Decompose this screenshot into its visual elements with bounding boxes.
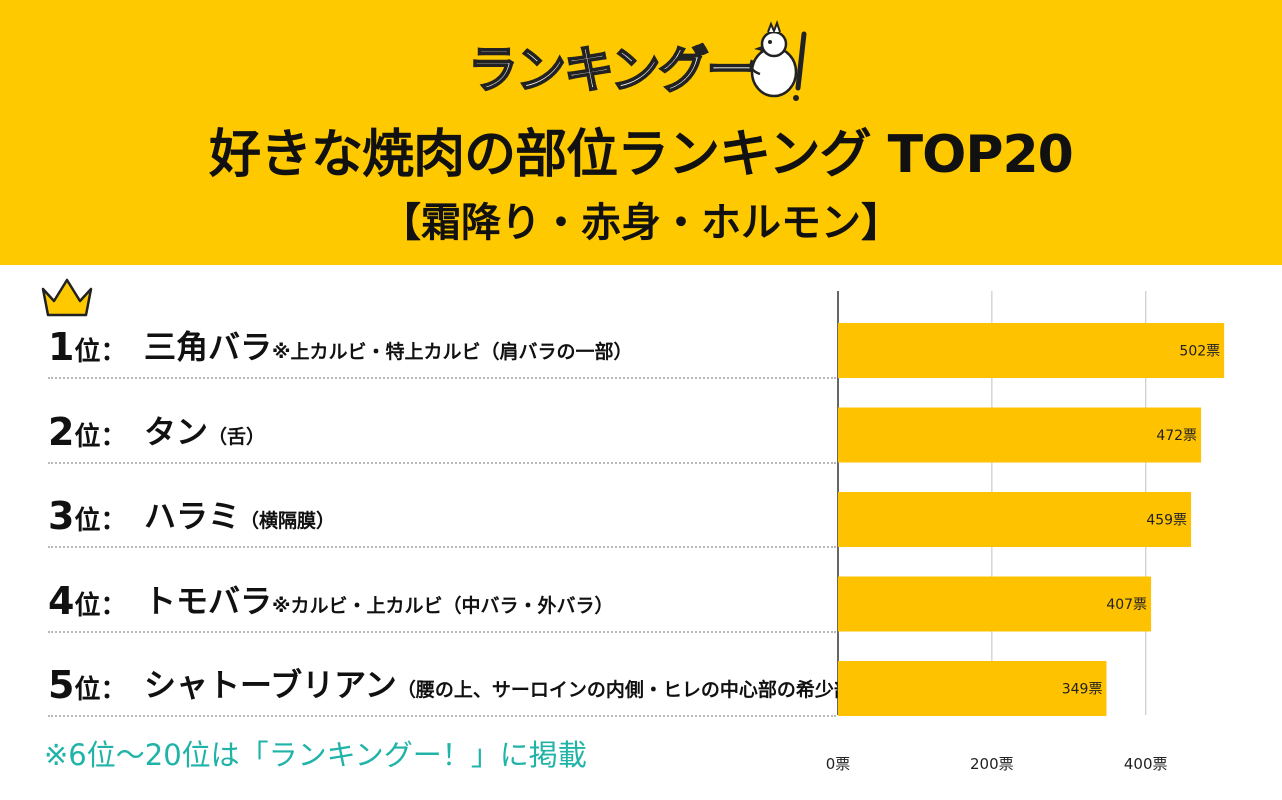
rank-suffix: 位： [74,422,127,452]
bar-value-label-4: 407票 [1106,597,1147,613]
rank-suffix: 位： [74,675,127,705]
chart-ticks: 0票 200票 400票 [826,755,1168,773]
page-title: 好きな焼肉の部位ランキング TOP20 [209,125,1074,185]
logo-wordmark: ランキングー [467,40,757,100]
cut-name-main: トモバラ [144,582,273,620]
page-subtitle: 【霜降り・赤身・ホルモン】 [381,200,901,246]
rank-number: 5 [48,663,75,707]
bar-value-label-5: 349票 [1062,682,1103,698]
chick-thumbs-up-icon [749,20,807,101]
bar-1 [838,323,1225,378]
vote-bar-chart: 502票 472票 459票 407票 349票 0票 200票 400票 [826,291,1225,773]
ranking-row-2: 2位： タン（舌） [48,392,836,464]
x-tick-label: 400票 [1124,755,1168,773]
rank-label: 3位： [48,494,126,538]
cut-name-detail: （肩バラの一部） [480,341,633,363]
cut-name: タン（舌） [144,407,265,453]
bar-2 [838,407,1202,463]
bar-3 [838,492,1192,547]
bar-value-label-2: 472票 [1156,428,1197,444]
cut-name-note: ※上カルビ・特上カルビ [272,341,481,363]
ranking-row-4: 4位： トモバラ※カルビ・上カルビ（中バラ・外バラ） [48,561,836,633]
footnote: ※6位〜20位は「ランキングー！」に掲載 [44,738,587,772]
cut-name: トモバラ※カルビ・上カルビ（中バラ・外バラ） [144,576,614,622]
bar-5 [838,661,1107,716]
cut-name-detail: （横隔膜） [240,510,336,532]
ranking-row-5: 5位： シャトーブリアン（腰の上、サーロインの内側・ヒレの中心部の希少部位） [48,645,891,717]
cut-name: 三角バラ※上カルビ・特上カルビ（肩バラの一部） [144,322,633,368]
bar-value-label-1: 502票 [1179,344,1220,360]
cut-name-detail: （中バラ・外バラ） [442,595,614,617]
rank-number: 4 [48,579,75,623]
x-tick-label: 0票 [826,755,851,773]
rank-label: 4位： [48,579,126,623]
ranking-row-1: 1位： 三角バラ※上カルビ・特上カルビ（肩バラの一部） [48,307,836,379]
crown-icon [41,278,93,317]
rank-suffix: 位： [74,506,127,536]
cut-name-main: 三角バラ [144,328,273,366]
cut-name-main: タン [144,413,209,451]
ranking-goo-logo: ランキングー! [467,20,818,102]
cut-name-detail: （腰の上、サーロインの内側・ヒレの中心部の希少部位） [396,679,891,701]
rank-number: 3 [48,494,75,538]
rank-suffix: 位： [74,337,127,367]
rank-number: 1 [48,325,75,369]
cut-name-detail: （舌） [208,426,266,448]
rank-label: 1位： [48,325,126,369]
cut-name-note: ※カルビ・上カルビ [272,595,443,617]
logo-text: ランキングー! [467,30,778,102]
rank-number: 2 [48,410,75,454]
cut-name: シャトーブリアン（腰の上、サーロインの内側・ヒレの中心部の希少部位） [144,660,891,706]
cut-name-main: シャトーブリアン [144,666,397,704]
x-tick-label: 200票 [970,755,1014,773]
chart-bars: 502票 472票 459票 407票 349票 [838,323,1225,716]
cut-name: ハラミ（横隔膜） [144,491,335,537]
cut-name-main: ハラミ [144,497,241,535]
bar-4 [838,576,1152,632]
rank-label: 5位： [48,663,126,707]
ranking-row-3: 3位： ハラミ（横隔膜） [48,476,836,548]
rank-label: 2位： [48,410,126,454]
header-banner: ランキングー! 好きな焼肉の部位ランキング TOP20 【霜降り・赤身・ホルモン… [0,0,1282,265]
rank-suffix: 位： [74,591,127,621]
bar-value-label-3: 459票 [1146,513,1187,529]
